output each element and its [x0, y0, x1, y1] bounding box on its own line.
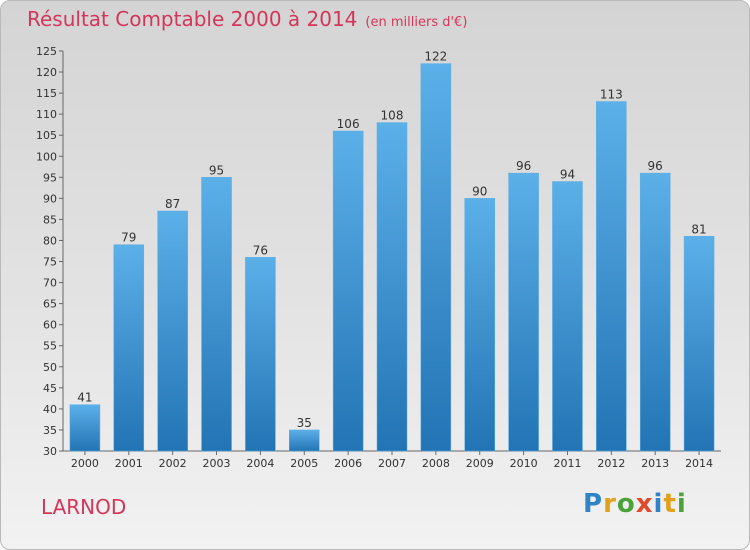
bar-value-label: 96: [648, 159, 663, 173]
x-tick-label: 2004: [246, 457, 274, 470]
y-tick-label: 125: [36, 45, 57, 58]
x-tick-label: 2010: [510, 457, 538, 470]
y-tick-label: 90: [43, 192, 57, 205]
bar-value-label: 81: [691, 222, 706, 236]
x-tick-label: 2002: [159, 457, 187, 470]
bar-value-label: 113: [600, 88, 623, 102]
y-tick-label: 75: [43, 256, 57, 269]
bar-value-label: 108: [381, 109, 404, 123]
bar-2000: [69, 404, 101, 452]
x-tick-label: 2008: [422, 457, 450, 470]
y-tick-label: 30: [43, 445, 57, 458]
y-tick-label: 65: [43, 298, 57, 311]
bar-value-label: 79: [121, 231, 136, 245]
bar-value-label: 90: [472, 184, 487, 198]
x-tick-label: 2012: [597, 457, 625, 470]
y-tick-label: 45: [43, 382, 57, 395]
y-tick-label: 80: [43, 234, 57, 247]
x-tick-label: 2001: [115, 457, 143, 470]
y-tick-label: 100: [36, 150, 57, 163]
bar-2006: [332, 130, 364, 452]
bar-2010: [508, 172, 539, 452]
x-tick-label: 2011: [553, 457, 581, 470]
chart-title-text: Résultat Comptable 2000 à 2014: [27, 7, 358, 31]
y-tick-label: 85: [43, 213, 57, 226]
x-tick-label: 2000: [71, 457, 99, 470]
bar-value-label: 35: [297, 416, 312, 430]
y-tick-label: 115: [36, 87, 57, 100]
y-tick-label: 120: [36, 66, 57, 79]
bar-value-label: 76: [253, 243, 268, 257]
x-tick-label: 2003: [203, 457, 231, 470]
y-tick-label: 50: [43, 361, 57, 374]
bar-2011: [552, 181, 583, 452]
bar-2013: [639, 172, 671, 452]
bar-value-label: 94: [560, 168, 575, 182]
y-tick-label: 110: [36, 108, 57, 121]
bar-value-label: 122: [424, 50, 447, 64]
bar-2007: [376, 122, 408, 452]
bar-2001: [113, 244, 145, 452]
bar-2005: [289, 429, 320, 452]
bar-value-label: 41: [77, 391, 92, 405]
bar-2014: [683, 236, 715, 452]
chart-title: Résultat Comptable 2000 à 2014 (en millie…: [27, 7, 467, 31]
y-tick-label: 70: [43, 277, 57, 290]
y-tick-label: 35: [43, 424, 57, 437]
bar-2003: [201, 177, 232, 452]
chart-unit: (en milliers d'€): [365, 15, 468, 30]
x-tick-label: 2005: [290, 457, 318, 470]
y-tick-label: 55: [43, 340, 57, 353]
commune-name: LARNOD: [41, 495, 127, 519]
bar-2008: [420, 63, 452, 452]
x-tick-label: 2009: [466, 457, 494, 470]
x-tick-label: 2007: [378, 457, 406, 470]
bar-value-label: 95: [209, 163, 224, 177]
proxiti-logo[interactable]: Proxiti: [583, 489, 687, 519]
bar-value-label: 96: [516, 159, 531, 173]
bar-value-label: 106: [337, 117, 360, 131]
bar-value-label: 87: [165, 197, 180, 211]
bar-2002: [157, 210, 188, 452]
y-tick-label: 95: [43, 171, 57, 184]
bar-2012: [596, 101, 627, 452]
y-tick-label: 105: [36, 129, 57, 142]
bar-2004: [245, 257, 276, 452]
y-tick-label: 60: [43, 319, 57, 332]
x-tick-label: 2006: [334, 457, 362, 470]
bar-2009: [464, 198, 495, 452]
y-tick-label: 40: [43, 403, 57, 416]
x-tick-label: 2014: [685, 457, 713, 470]
x-tick-label: 2013: [641, 457, 669, 470]
